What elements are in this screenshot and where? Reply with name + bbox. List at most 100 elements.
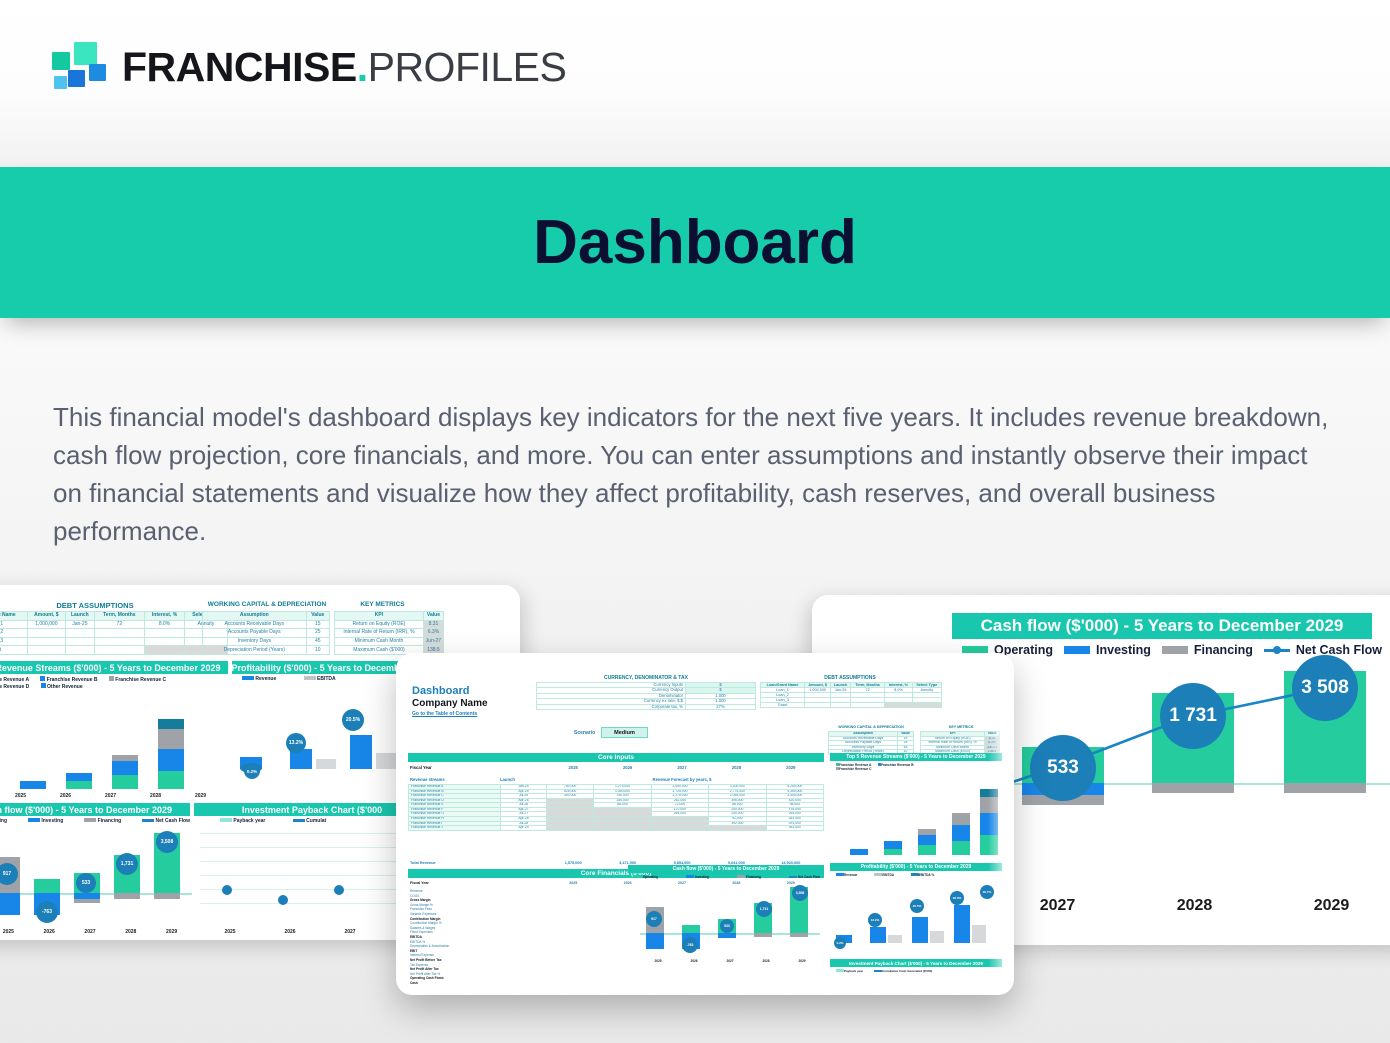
cell[interactable]: 1,000,000 bbox=[26, 619, 67, 630]
card-profitability-legend: Revenue EBITDA EBITDA % bbox=[836, 873, 1002, 877]
cell[interactable]: Apr-29 bbox=[500, 825, 547, 831]
investing-swatch-icon bbox=[1064, 646, 1091, 654]
brand-name-dot: . bbox=[356, 43, 368, 90]
cell[interactable]: Jun-27 bbox=[422, 636, 445, 647]
revenue-forecast-table[interactable]: Franchise Revenue A Jan-25 750,000 1,275,00… bbox=[408, 784, 825, 831]
card-cashflow-plot: 917 -763 533 1,731 3,508 bbox=[640, 885, 820, 957]
legend-label: Franchise Revenue D bbox=[0, 684, 30, 690]
left-wc-table[interactable]: Assumption Value Accounts Receivable Days… bbox=[202, 611, 331, 655]
cell[interactable]: Grant bbox=[0, 645, 28, 655]
table-row[interactable]: Internal Rate of Return (IRR), % 6.3% bbox=[919, 740, 1000, 746]
card-profitability-chart-title: Profitability ($'000) - 5 Years to Decem… bbox=[830, 863, 1002, 871]
data-label: 1,731 bbox=[756, 901, 772, 917]
card-heading: Dashboard bbox=[412, 685, 470, 697]
legend-label: Franchise Revenue C bbox=[115, 677, 167, 683]
tick: 2029 bbox=[798, 959, 806, 963]
value: 9,641,000 bbox=[727, 861, 745, 865]
cell[interactable]: 72 bbox=[93, 619, 146, 630]
tick: 2025 bbox=[224, 929, 236, 935]
left-payback-plot bbox=[200, 829, 430, 925]
cell[interactable]: Loan_3 bbox=[0, 636, 28, 647]
table-row[interactable]: Grant bbox=[760, 701, 943, 708]
data-label: 1,731 bbox=[116, 853, 138, 875]
table-row[interactable]: Internal Rate of Return (IRR), % 6.3% bbox=[334, 628, 445, 638]
cell[interactable]: Accounts Receivable Days bbox=[202, 619, 307, 630]
wc-table[interactable]: Assumption Value Accounts Receivable Days… bbox=[828, 731, 914, 755]
cell[interactable]: $ bbox=[685, 681, 756, 689]
row-label: Salaries & Wages bbox=[410, 925, 436, 930]
data-label-2029: 3 508 bbox=[1292, 655, 1358, 721]
col-head: Interest, % bbox=[144, 611, 185, 621]
brand-logo[interactable]: FRANCHISE.PROFILES bbox=[52, 42, 567, 92]
toc-link[interactable]: Go to the Table of Contents bbox=[412, 711, 478, 717]
cell[interactable]: Inventory Days bbox=[202, 636, 307, 647]
cell[interactable]: 10 bbox=[305, 645, 331, 655]
legend-label: Franchise Revenue A bbox=[0, 677, 29, 683]
table-row[interactable]: Corporate tax, % 27% bbox=[536, 703, 756, 711]
cell[interactable]: 25 bbox=[305, 628, 331, 638]
cell[interactable]: Depreciation Period (Years) bbox=[202, 645, 307, 655]
cell[interactable]: Loan_2 bbox=[0, 628, 28, 638]
table-row[interactable]: Franchise Revenue J Apr-29 351,000 bbox=[408, 825, 825, 831]
cell[interactable]: Franchise Revenue J bbox=[408, 825, 501, 831]
cell[interactable]: 6.3% bbox=[422, 628, 445, 638]
cell[interactable]: Internal Rate of Return (IRR), % bbox=[334, 628, 424, 638]
table-row[interactable]: Loan_3 bbox=[0, 636, 229, 647]
data-label: 0.2% bbox=[834, 937, 846, 949]
data-label: 533 bbox=[720, 919, 734, 933]
cell[interactable]: 45 bbox=[305, 636, 331, 647]
col-head: Value bbox=[305, 611, 331, 621]
cell[interactable]: Loan_1 bbox=[0, 619, 28, 630]
legend-label: Net Cash Flow bbox=[1295, 643, 1382, 657]
row-label: Operating Cash Flows bbox=[410, 976, 444, 981]
data-label: 3,508 bbox=[156, 831, 178, 853]
table-row[interactable]: Grant bbox=[0, 645, 229, 655]
cell[interactable]: Grant bbox=[760, 701, 805, 708]
cell[interactable]: 15 bbox=[305, 619, 331, 630]
table-row[interactable]: Accounts Receivable Days 15 bbox=[202, 619, 331, 630]
right-cashflow-legend: Operating Investing Financing Net Cash F… bbox=[962, 641, 1382, 659]
cell[interactable]: 1.000 bbox=[685, 698, 756, 705]
tick: 2028 bbox=[762, 959, 770, 963]
cell[interactable]: 1,000 bbox=[685, 692, 756, 700]
revenue-streams-label: Revenue streams bbox=[410, 777, 445, 782]
left-profitability-chart-title: Profitability ($'000) - 5 Years to Decem… bbox=[232, 661, 430, 674]
cell[interactable]: 351,000 bbox=[765, 825, 825, 831]
table-row[interactable]: Depreciation Period (Years) 10 bbox=[202, 645, 331, 655]
data-label: -763 bbox=[36, 901, 58, 923]
row-label: Fixed Expenses bbox=[410, 930, 433, 935]
core-inputs-years: 2025 2026 2027 2028 2029 bbox=[546, 765, 818, 770]
row-label: EBIT bbox=[410, 948, 418, 953]
table-row[interactable]: Loan_2 bbox=[0, 628, 229, 638]
table-row[interactable]: Minimum Cash Month Jun-27 bbox=[334, 636, 445, 647]
table-row[interactable]: Return on Equity (ROE) 8.31 bbox=[334, 619, 445, 630]
table-row[interactable]: Accounts Payable Days 25 bbox=[202, 628, 331, 638]
cell[interactable]: Jan-25 bbox=[65, 619, 95, 630]
left-kpi-table[interactable]: KPI Value Return on Equity (ROE) 8.31 Inte… bbox=[334, 611, 445, 655]
scenario-value[interactable]: Medium bbox=[601, 727, 648, 738]
tick: 2025 bbox=[14, 793, 27, 799]
cell[interactable]: 8.31 bbox=[422, 619, 445, 630]
legend-label: Revenue bbox=[844, 873, 858, 877]
debt-table[interactable]: Loan/Grant Name Amount, $ Launch Term, Mont… bbox=[760, 682, 943, 708]
kpi-table[interactable]: KPI Value Return on Equity (ROE) 8.31 Inte… bbox=[919, 731, 1000, 755]
card-top5-plot bbox=[830, 779, 1002, 859]
row-label: Variable Expenses bbox=[410, 911, 437, 916]
year-2028: 2028 bbox=[732, 881, 741, 885]
cell[interactable]: Accounts Payable Days bbox=[202, 628, 307, 638]
center-dashboard-card[interactable]: Dashboard Company Name Go to the Table o… bbox=[396, 653, 1014, 995]
scenario-selector[interactable]: Scenario Medium bbox=[574, 727, 648, 738]
row-label: EBITDA % bbox=[410, 939, 426, 944]
cell[interactable]: Return on Equity (ROE) bbox=[334, 619, 424, 630]
table-row[interactable]: Inventory Days 45 bbox=[202, 636, 331, 647]
year-2027: 2027 bbox=[678, 881, 687, 885]
tick: 2026 bbox=[284, 929, 296, 935]
cell[interactable]: Minimum Cash Month bbox=[334, 636, 424, 647]
cell[interactable]: 27% bbox=[685, 703, 756, 711]
cell[interactable]: 8.0% bbox=[144, 619, 185, 630]
currency-table[interactable]: Currency Inputs $ Currency Output $ Denomi… bbox=[536, 681, 756, 711]
data-label: 3,508 bbox=[792, 885, 808, 901]
cell[interactable]: $ bbox=[685, 687, 756, 694]
